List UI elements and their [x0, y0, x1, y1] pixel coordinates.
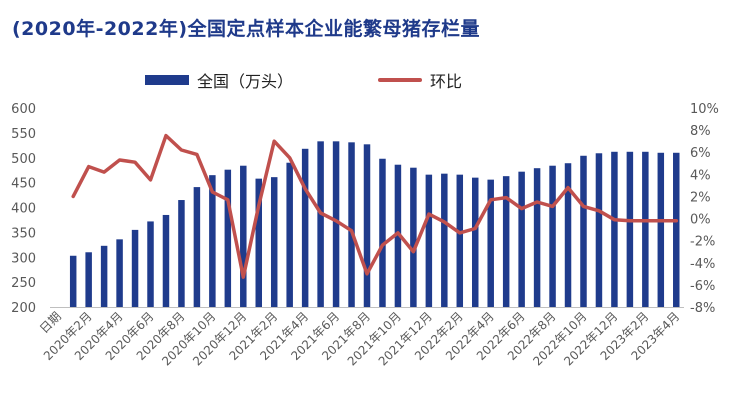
line-series [71, 133, 679, 279]
legend-item-line: 环比 [378, 68, 462, 92]
bar [301, 148, 309, 307]
bar [209, 175, 216, 307]
legend-item-bar: 全国（万头） [145, 68, 293, 92]
bar [673, 152, 680, 307]
bar [595, 153, 603, 307]
y-right-tick-label: 10% [690, 102, 719, 117]
y-right-tick-label: -6% [690, 279, 715, 294]
bar [394, 164, 402, 307]
bar [178, 200, 185, 307]
bar [456, 174, 464, 307]
y-left-tick-label: 300 [11, 251, 36, 266]
bar [518, 171, 525, 307]
chart-legend: 全国（万头） 环比 [0, 68, 732, 92]
bar [162, 214, 170, 307]
bar [533, 168, 541, 307]
y-right-tick-label: 0% [690, 213, 711, 228]
y-right-tick-label: -8% [690, 301, 715, 316]
y-left-tick-label: 200 [11, 301, 36, 316]
bar [379, 158, 386, 307]
bar [549, 165, 556, 307]
bar [270, 177, 278, 307]
bar [240, 165, 247, 307]
y-right-tick-label: -2% [690, 235, 715, 250]
bar [100, 245, 108, 307]
bar [580, 155, 587, 307]
y-right-tick-label: 6% [690, 146, 711, 161]
bar [441, 173, 448, 307]
y-left-tick-label: 600 [11, 102, 36, 117]
y-left-tick-label: 550 [11, 127, 36, 142]
legend-bar-label: 全国（万头） [197, 72, 294, 91]
bar [502, 176, 510, 307]
bar [471, 177, 479, 307]
bar [332, 141, 340, 307]
y-left-tick-label: 350 [11, 226, 36, 241]
bar [85, 252, 92, 307]
legend-bar-swatch [145, 75, 189, 85]
y-right-tick-label: 8% [690, 124, 711, 139]
bar [193, 187, 201, 307]
bar [626, 151, 634, 307]
y-right-tick-label: -4% [690, 257, 715, 272]
bar [116, 239, 123, 307]
bar [564, 163, 572, 307]
legend-line-label: 环比 [430, 72, 463, 91]
bar [487, 179, 494, 307]
y-left-tick-label: 400 [11, 202, 36, 217]
bar [363, 144, 371, 307]
y-right-tick-label: 4% [690, 168, 711, 183]
x-tick-label: 日期 [37, 309, 64, 336]
legend-line-swatch [378, 78, 422, 82]
bar [425, 174, 433, 307]
bar [224, 169, 232, 307]
bar [131, 229, 139, 307]
bar [611, 151, 618, 307]
y-left-tick-label: 500 [11, 152, 36, 167]
bar [348, 142, 355, 307]
bar [410, 167, 417, 307]
bar [286, 162, 293, 307]
y-left-tick-label: 450 [11, 177, 36, 192]
chart-title: (2020年-2022年)全国定点样本企业能繁母猪存栏量 [12, 18, 481, 40]
y-right-tick-label: 2% [690, 190, 711, 205]
bar [642, 151, 649, 307]
bar [657, 152, 665, 307]
bar [69, 255, 77, 307]
bar [317, 141, 324, 307]
bar [255, 178, 263, 307]
bar [147, 221, 154, 307]
y-left-tick-label: 250 [11, 276, 36, 291]
